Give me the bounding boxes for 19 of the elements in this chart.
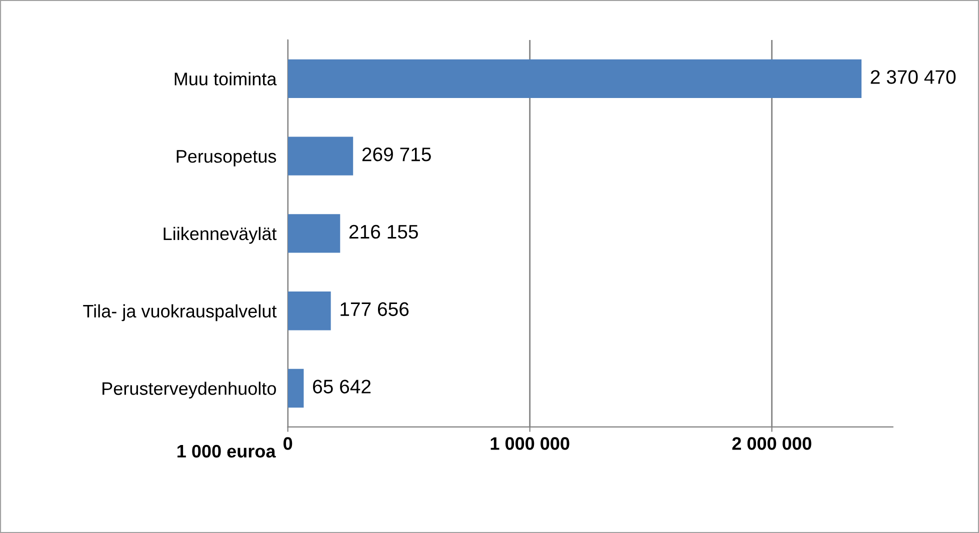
bar <box>288 59 862 98</box>
y-tick-label: Liikenneväylät <box>164 226 277 244</box>
x-axis-title: 1 000 euroa <box>178 444 276 458</box>
y-tick-label: Perusterveydenhuolto <box>102 382 276 399</box>
bar <box>288 368 304 408</box>
data-label: 2 370 470 <box>870 70 956 84</box>
x-tick-label: 1 000 000 <box>490 437 570 450</box>
bar <box>288 292 331 330</box>
data-label: 65 642 <box>313 380 371 394</box>
data-label: 216 155 <box>349 224 418 239</box>
bar <box>288 136 354 176</box>
y-tick-label: Perusopetus <box>176 150 276 166</box>
data-label: 269 715 <box>362 148 431 162</box>
x-tick-label: 0 <box>284 437 292 450</box>
data-label: 177 656 <box>340 302 409 316</box>
x-tick-label: 2 000 000 <box>732 437 812 450</box>
y-tick-label: Tila- ja vuokrauspalvelut <box>83 304 277 322</box>
y-tick-label: Muu toiminta <box>174 72 277 86</box>
bar <box>288 214 340 253</box>
